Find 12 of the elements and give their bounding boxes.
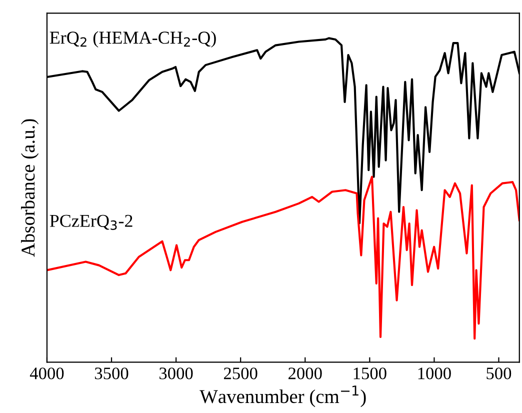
- x-tick-label: 2500: [224, 368, 258, 380]
- x-tick-label: 2000: [288, 368, 322, 380]
- y-axis-title: Absorbance (a.u.): [21, 119, 39, 257]
- x-tick-label: 1500: [354, 368, 386, 380]
- x-tick-label: 1000: [418, 368, 451, 380]
- x-tick-label: 500: [486, 368, 512, 380]
- series-label: PCzErQ$_{3}$-2: [50, 214, 132, 230]
- x-tick-label: 3000: [160, 368, 193, 380]
- x-tick-label: 4000: [30, 368, 64, 380]
- x-tick-label: 3500: [94, 368, 128, 380]
- series-label: ErQ$_{2}$ (HEMA-CH$_{2}$-Q): [50, 31, 216, 48]
- x-axis-title: Wavenumber (cm$^{−1}$): [200, 386, 366, 408]
